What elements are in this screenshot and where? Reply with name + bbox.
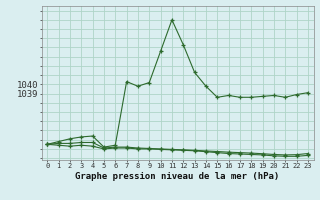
X-axis label: Graphe pression niveau de la mer (hPa): Graphe pression niveau de la mer (hPa) [76,172,280,181]
